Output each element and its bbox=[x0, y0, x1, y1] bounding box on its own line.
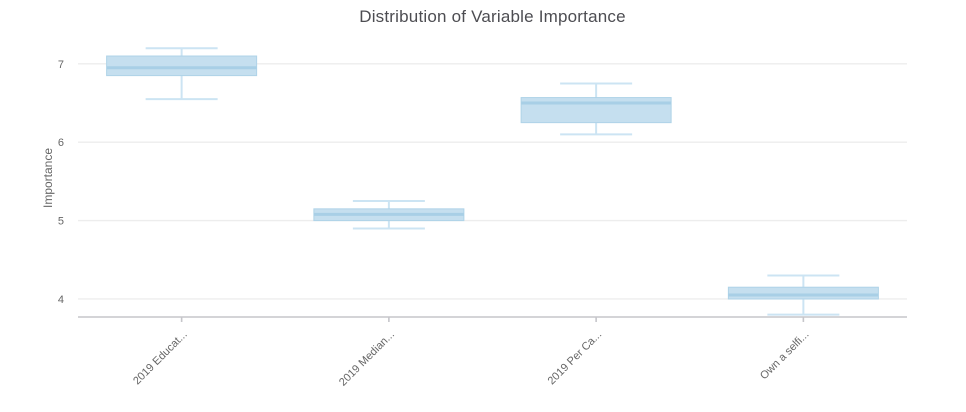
x-tick-label: 2019 Median... bbox=[337, 329, 397, 389]
y-tick-label: 5 bbox=[58, 216, 64, 228]
box-group[interactable] bbox=[520, 82, 672, 136]
box-group[interactable] bbox=[727, 274, 879, 316]
box-group[interactable] bbox=[106, 47, 258, 101]
x-tick-label: 2019 Per Ca... bbox=[546, 329, 605, 388]
y-tick-label: 7 bbox=[58, 59, 64, 71]
box-group[interactable] bbox=[313, 200, 465, 230]
box-rect[interactable] bbox=[520, 97, 672, 124]
y-tick-label: 4 bbox=[58, 294, 64, 306]
y-tick-label: 6 bbox=[58, 137, 64, 149]
x-tick-label: Own a selfi... bbox=[758, 329, 811, 382]
box-rect[interactable] bbox=[106, 55, 258, 77]
x-tick-label: 2019 Educat... bbox=[131, 329, 190, 388]
box-rect[interactable] bbox=[727, 286, 879, 300]
chart-title: Distribution of Variable Importance bbox=[359, 7, 626, 26]
